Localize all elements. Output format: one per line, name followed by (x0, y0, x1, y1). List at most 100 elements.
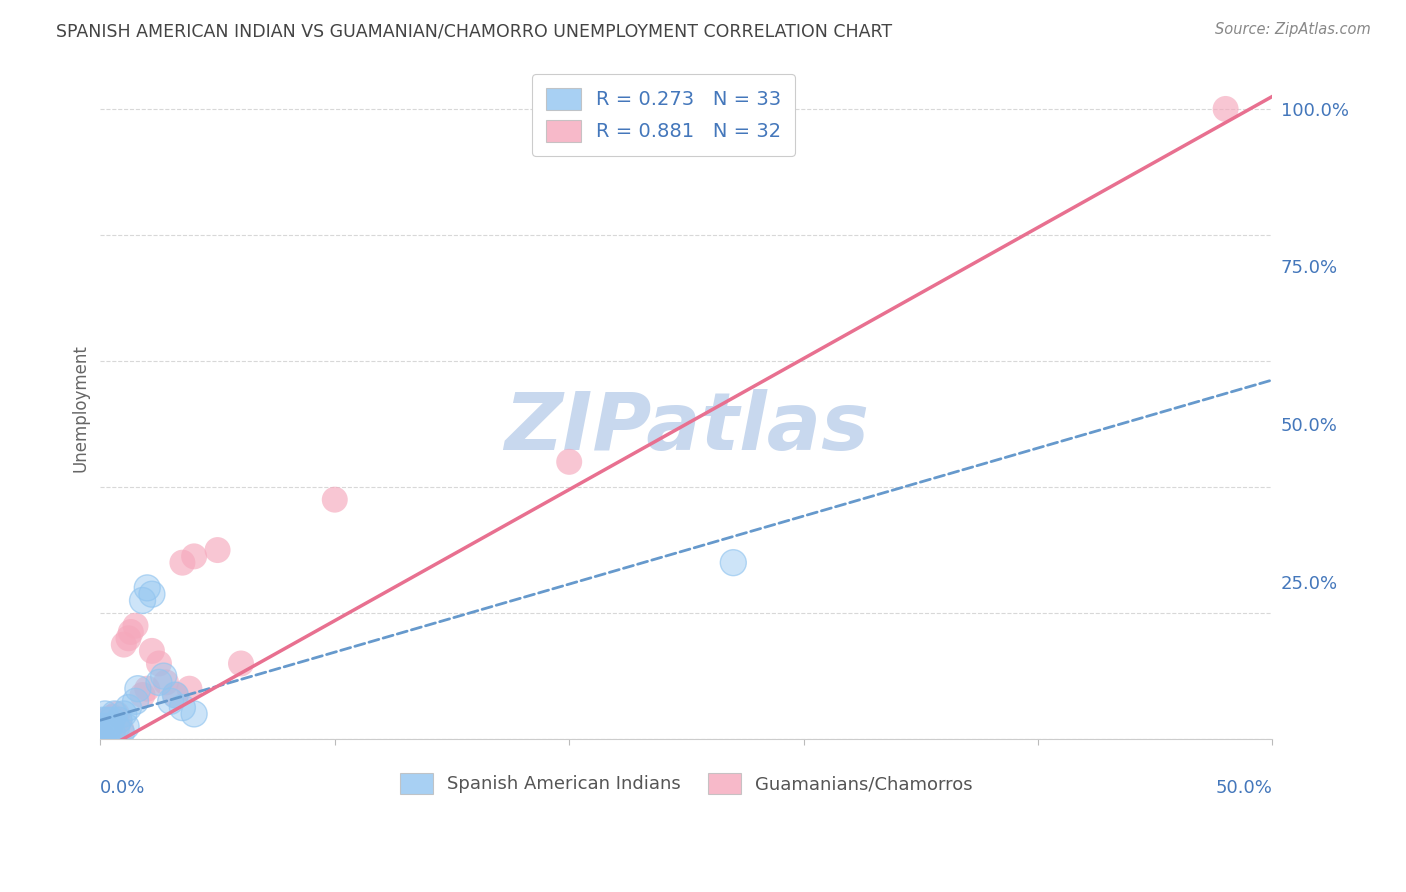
Y-axis label: Unemployment: Unemployment (72, 344, 89, 472)
Point (120, 625, 142, 640)
Point (141, 587, 163, 601)
Point (115, 719, 138, 733)
Text: 0.0%: 0.0% (100, 779, 146, 797)
Point (136, 581, 159, 595)
Point (96, 726, 118, 740)
Point (94, 726, 117, 740)
Point (172, 700, 194, 714)
Point (155, 675, 177, 690)
Point (165, 688, 187, 702)
Point (131, 593, 153, 607)
Point (108, 713, 131, 727)
Point (103, 706, 125, 721)
Point (103, 719, 125, 733)
Point (127, 681, 149, 696)
Point (229, 657, 252, 671)
Point (124, 694, 146, 708)
Point (110, 726, 132, 740)
Point (101, 710, 124, 724)
Point (110, 723, 132, 737)
Text: 50.0%: 50.0% (1216, 779, 1272, 797)
Point (98, 719, 121, 733)
Point (98, 719, 121, 733)
Point (148, 657, 170, 671)
Point (91, 719, 114, 733)
Point (207, 543, 229, 558)
Point (105, 706, 128, 721)
Point (131, 688, 153, 702)
Point (89, 729, 111, 743)
Point (94, 719, 117, 733)
Point (105, 719, 128, 733)
Legend: Spanish American Indians, Guamanians/Chamorros: Spanish American Indians, Guamanians/Cha… (391, 764, 981, 803)
Point (179, 681, 201, 696)
Point (89, 726, 111, 740)
Point (165, 688, 187, 702)
Point (1215, 102, 1237, 116)
Point (141, 587, 163, 601)
Point (89, 726, 111, 740)
Point (91, 729, 114, 743)
Point (98, 723, 121, 737)
Point (124, 618, 146, 632)
Point (558, 455, 581, 469)
Point (91, 729, 114, 743)
Point (183, 706, 205, 721)
Point (124, 694, 146, 708)
Point (96, 726, 118, 740)
Point (101, 716, 124, 731)
Point (152, 669, 174, 683)
Point (165, 688, 187, 702)
Point (112, 706, 135, 721)
Point (96, 713, 118, 727)
Point (94, 726, 117, 740)
Point (112, 638, 135, 652)
Point (148, 675, 170, 690)
Point (96, 726, 118, 740)
Point (91, 713, 114, 727)
Point (117, 632, 139, 646)
Point (141, 644, 163, 658)
Point (89, 719, 111, 733)
Point (96, 719, 118, 733)
Point (89, 729, 111, 743)
Point (115, 719, 138, 733)
Point (101, 713, 124, 727)
Point (148, 675, 170, 690)
Point (89, 729, 111, 743)
Text: Source: ZipAtlas.com: Source: ZipAtlas.com (1215, 22, 1371, 37)
Point (136, 681, 159, 696)
Point (91, 726, 114, 740)
Point (131, 593, 153, 607)
Point (94, 706, 117, 721)
Point (117, 700, 139, 714)
Point (159, 694, 181, 708)
Point (101, 726, 124, 740)
Point (94, 706, 117, 721)
Point (101, 713, 124, 727)
Point (89, 719, 111, 733)
Point (183, 706, 205, 721)
Point (159, 694, 181, 708)
Point (172, 556, 194, 570)
Point (103, 706, 125, 721)
Point (723, 556, 745, 570)
Point (94, 726, 117, 740)
Point (108, 713, 131, 727)
Point (136, 581, 159, 595)
Point (110, 726, 132, 740)
Point (117, 700, 139, 714)
Point (91, 713, 114, 727)
Point (96, 713, 118, 727)
Point (172, 700, 194, 714)
Point (127, 681, 149, 696)
Point (101, 726, 124, 740)
Point (323, 492, 346, 507)
Text: SPANISH AMERICAN INDIAN VS GUAMANIAN/CHAMORRO UNEMPLOYMENT CORRELATION CHART: SPANISH AMERICAN INDIAN VS GUAMANIAN/CHA… (56, 22, 893, 40)
Point (183, 549, 205, 564)
Point (91, 729, 114, 743)
Point (108, 713, 131, 727)
Text: ZIPatlas: ZIPatlas (503, 389, 869, 467)
Point (105, 719, 128, 733)
Point (94, 713, 117, 727)
